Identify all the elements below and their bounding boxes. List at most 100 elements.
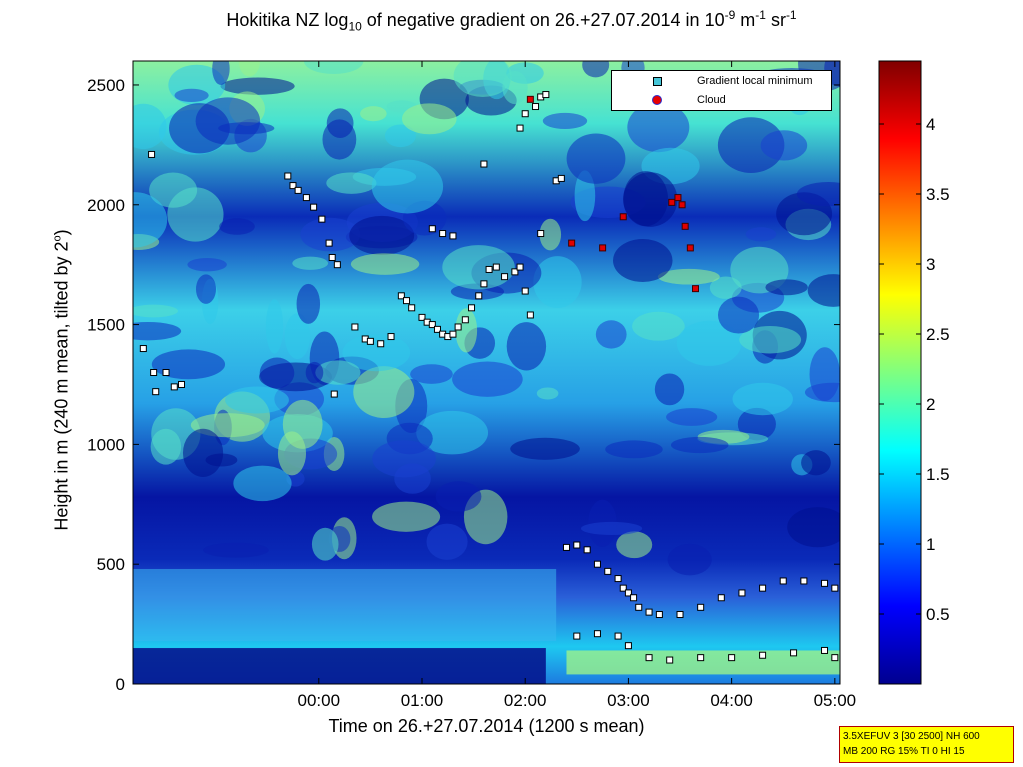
y-axis-label: Height in m (240 m mean, tilted by 2o) — [51, 229, 72, 531]
minimum-point — [170, 383, 178, 391]
minimum-point — [573, 632, 581, 640]
minimum-point — [624, 589, 632, 597]
minimum-point — [289, 182, 297, 190]
cloud-point — [526, 95, 534, 103]
minimum-point — [148, 150, 156, 158]
minimum-point — [333, 261, 341, 269]
x-tick-label: 03:00 — [607, 691, 650, 710]
minimum-point — [433, 325, 441, 333]
minimum-point — [449, 232, 457, 240]
x-tick-label: 05:00 — [814, 691, 857, 710]
legend: Gradient local minimum Cloud — [611, 70, 832, 111]
ground-band — [133, 648, 546, 684]
minimum-point — [593, 630, 601, 638]
minimum-point — [439, 230, 447, 238]
info-box: 3.5XEFUV 3 [30 2500] NH 600 MB 200 RG 15… — [839, 726, 1014, 763]
minimum-point — [738, 589, 746, 597]
minimum-point — [542, 91, 550, 99]
boundary-layer — [133, 568, 557, 641]
minimum-point — [624, 642, 632, 650]
minimum-point — [492, 263, 500, 271]
minimum-point — [521, 110, 529, 118]
x-tick-label: 04:00 — [710, 691, 753, 710]
minimum-point — [468, 304, 476, 312]
cloud-point — [568, 239, 576, 247]
circle-marker-icon — [652, 95, 662, 105]
colorbar-tick-label: 2.5 — [926, 325, 950, 344]
minimum-point — [428, 225, 436, 233]
minimum-point — [821, 646, 829, 654]
colorbar-tick-label: 1.5 — [926, 465, 950, 484]
minimum-point — [614, 632, 622, 640]
chart-title: Hokitika NZ log10 of negative gradient o… — [226, 8, 797, 34]
minimum-point — [630, 594, 638, 602]
info-line-1: 3.5XEFUV 3 [30 2500] NH 600 — [843, 731, 980, 742]
x-tick-label: 00:00 — [298, 691, 341, 710]
minimum-point — [408, 304, 416, 312]
minimum-point — [475, 292, 483, 300]
minimum-point — [583, 546, 591, 554]
minimum-point — [328, 253, 336, 261]
minimum-point — [480, 160, 488, 168]
legend-entry-cloud: Cloud — [612, 93, 831, 109]
minimum-point — [351, 323, 359, 331]
y-tick-label: 1000 — [87, 435, 125, 454]
minimum-point — [831, 584, 839, 592]
colorbar-tick-label: 4 — [926, 115, 935, 134]
minimum-point — [302, 194, 310, 202]
minimum-point — [562, 543, 570, 551]
colorbar-tick-label: 0.5 — [926, 605, 950, 624]
y-tick-label: 0 — [116, 675, 125, 694]
minimum-point — [759, 651, 767, 659]
minimum-point — [593, 560, 601, 568]
cloud-point — [668, 198, 676, 206]
minimum-point — [461, 316, 469, 324]
cloud-point — [681, 222, 689, 230]
minimum-point — [294, 186, 302, 194]
y-tick-label: 2000 — [87, 196, 125, 215]
minimum-point — [790, 649, 798, 657]
colorbar-tick-label: 1 — [926, 535, 935, 554]
minimum-point — [397, 292, 405, 300]
minimum-point — [428, 321, 436, 329]
y-tick-label: 2500 — [87, 76, 125, 95]
minimum-point — [697, 654, 705, 662]
legend-entry-minimum: Gradient local minimum — [612, 74, 831, 90]
minimum-point — [387, 333, 395, 341]
minimum-point — [655, 611, 663, 619]
minimum-point — [645, 654, 653, 662]
cloud-point — [686, 244, 694, 252]
plot-frame — [132, 60, 841, 685]
minimum-point — [377, 340, 385, 348]
minimum-point — [759, 584, 767, 592]
minimum-point — [318, 215, 326, 223]
minimum-point — [717, 594, 725, 602]
square-marker-icon — [653, 77, 662, 86]
surface-layer — [566, 650, 840, 675]
minimum-point — [635, 603, 643, 611]
minimum-point — [676, 611, 684, 619]
minimum-point — [666, 656, 674, 664]
minimum-point — [557, 174, 565, 182]
minimum-point — [521, 287, 529, 295]
minimum-point — [330, 390, 338, 398]
colorbar-tick-label: 3 — [926, 255, 935, 274]
minimum-point — [831, 654, 839, 662]
minimum-point — [454, 323, 462, 331]
minimum-point — [645, 608, 653, 616]
minimum-point — [310, 203, 318, 211]
heatmap-field — [133, 61, 840, 684]
minimum-point — [619, 584, 627, 592]
minimum-point — [403, 297, 411, 305]
minimum-point — [532, 103, 540, 111]
colorbar-tick-label: 3.5 — [926, 185, 950, 204]
x-axis-label: Time on 26.+27.07.2014 (1200 s mean) — [328, 716, 645, 736]
minimum-point — [821, 579, 829, 587]
x-tick-label: 02:00 — [504, 691, 547, 710]
minimum-point — [366, 337, 374, 345]
minimum-point — [178, 380, 186, 388]
minimum-point — [480, 280, 488, 288]
minimum-point — [728, 654, 736, 662]
minimum-point — [516, 263, 524, 271]
